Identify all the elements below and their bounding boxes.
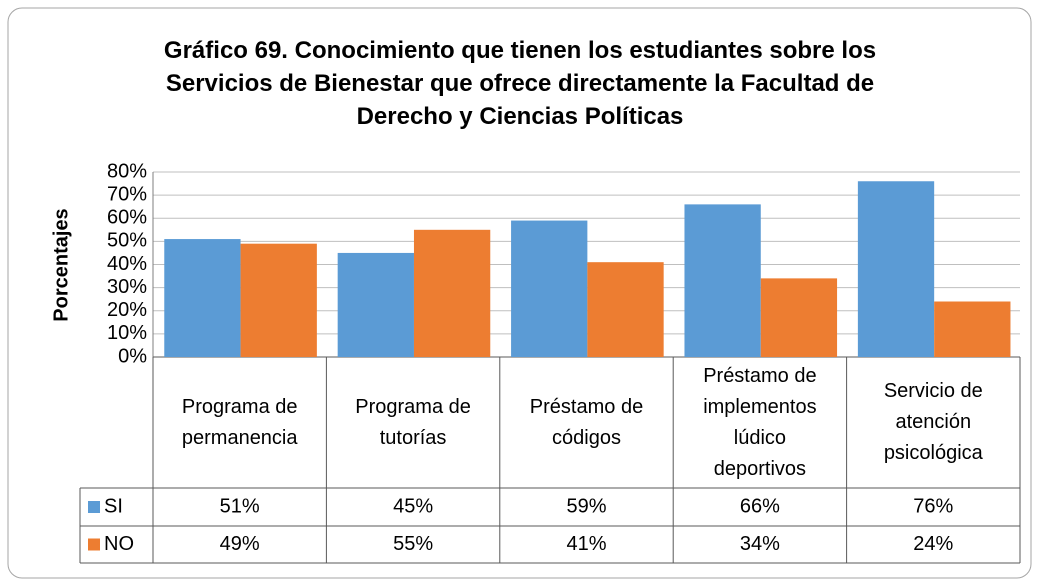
category-label: Préstamo de implementos lúdico deportivo… [703,364,817,480]
bar [164,239,241,357]
y-tick-label: 60% [107,207,147,229]
data-label: 51% [220,495,260,517]
bar [240,243,317,357]
category-label: Programa de tutorías [355,395,471,449]
data-label: 45% [393,495,433,517]
bar [413,229,491,357]
y-axis-label: Porcentajes [50,208,72,321]
legend-label: NO [104,533,134,555]
data-label: 66% [740,495,780,517]
category-label: Préstamo de códigos [529,395,644,449]
bar [587,262,664,357]
category-label: Servicio de atención psicológica [883,380,983,464]
legend-swatch [88,501,100,513]
bar [511,220,588,357]
data-label: 59% [566,495,606,517]
y-tick-label: 30% [107,276,147,298]
data-label: 49% [220,533,260,555]
y-tick-label: 50% [107,230,147,252]
legend-label: SI [104,495,123,517]
data-label: 76% [913,495,953,517]
y-tick-label: 70% [107,183,147,205]
chart-title: Gráfico 69. Conocimiento que tienen los … [163,37,877,130]
data-label: 41% [566,533,606,555]
data-label: 55% [393,533,433,555]
y-tick-label: 80% [107,160,147,182]
data-label: 34% [740,533,780,555]
bar [934,301,1011,357]
data-label: 24% [913,533,953,555]
y-tick-label: 10% [107,322,147,344]
bar [337,252,414,357]
y-tick-label: 0% [118,345,147,367]
bar [760,278,838,357]
y-tick-label: 20% [107,299,147,321]
bar [684,204,761,357]
category-label: Programa de permanencia [181,395,298,449]
y-tick-label: 40% [107,253,147,275]
bar [857,181,935,357]
legend-swatch [88,538,100,551]
